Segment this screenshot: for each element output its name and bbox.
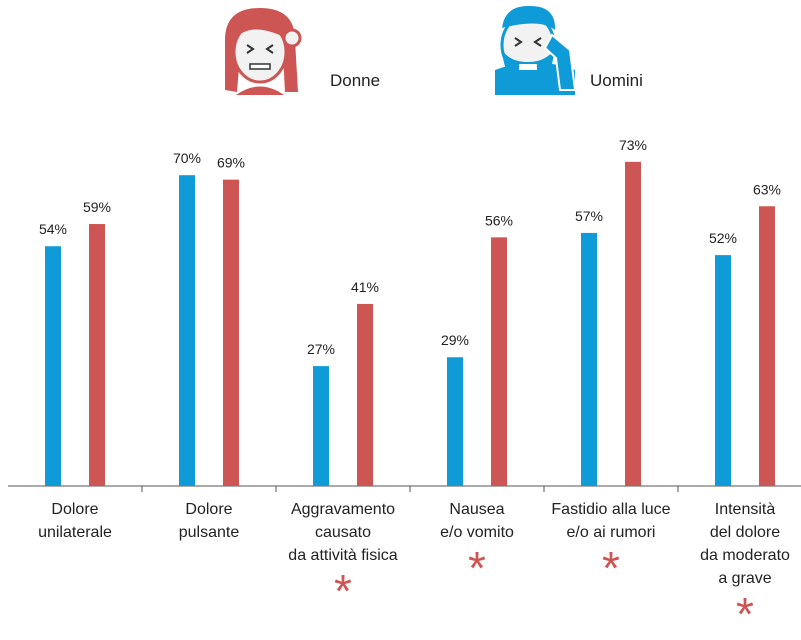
value-label: 73% <box>619 137 647 153</box>
value-label: 41% <box>351 279 379 295</box>
bar <box>179 175 195 486</box>
value-label: 57% <box>575 208 603 224</box>
significance-marker: * <box>736 588 754 640</box>
legend-label: Donne <box>330 71 381 90</box>
bar <box>45 246 61 486</box>
legend-label: Uomini <box>590 71 643 90</box>
x-tick-label: Aggravamento causato da attività fisica <box>288 501 398 564</box>
x-tick-label: Dolore unilaterale <box>38 501 112 541</box>
significance-marker: * <box>468 542 486 594</box>
value-label: 27% <box>307 341 335 357</box>
bar <box>447 357 463 486</box>
value-label: 52% <box>709 230 737 246</box>
bar <box>491 237 507 486</box>
chart: 54% 59% 70% 69% 27% 41% 29% 56% 57% 73% 52% 63% <box>8 5 801 492</box>
bar <box>89 224 105 487</box>
bar <box>581 232 597 486</box>
value-label: 29% <box>441 332 469 348</box>
significance-marker: * <box>602 542 620 594</box>
bar <box>625 161 641 486</box>
value-label: 70% <box>173 150 201 166</box>
x-tick-label: Dolore pulsante <box>178 501 240 541</box>
bar <box>357 303 373 486</box>
bar <box>313 366 329 486</box>
value-label: 56% <box>485 212 513 228</box>
x-tick-label: Intensità del dolore da moderato a grave <box>700 501 790 587</box>
value-label: 69% <box>217 155 245 171</box>
x-tick-label: Fastidio alla luce e/o ai rumori <box>551 501 671 541</box>
men-icon <box>495 5 577 95</box>
women-icon <box>225 8 302 95</box>
value-label: 63% <box>753 181 781 197</box>
page: {"chart_data": {"type": "bar", "categori… <box>8 5 801 637</box>
x-tick-label: Nausea e/o vomito <box>440 501 514 541</box>
bar <box>715 255 731 486</box>
bar <box>759 206 775 486</box>
significance-marker: * <box>334 565 352 617</box>
value-label: 54% <box>39 221 67 237</box>
bar <box>223 179 239 486</box>
value-label: 59% <box>83 199 111 215</box>
